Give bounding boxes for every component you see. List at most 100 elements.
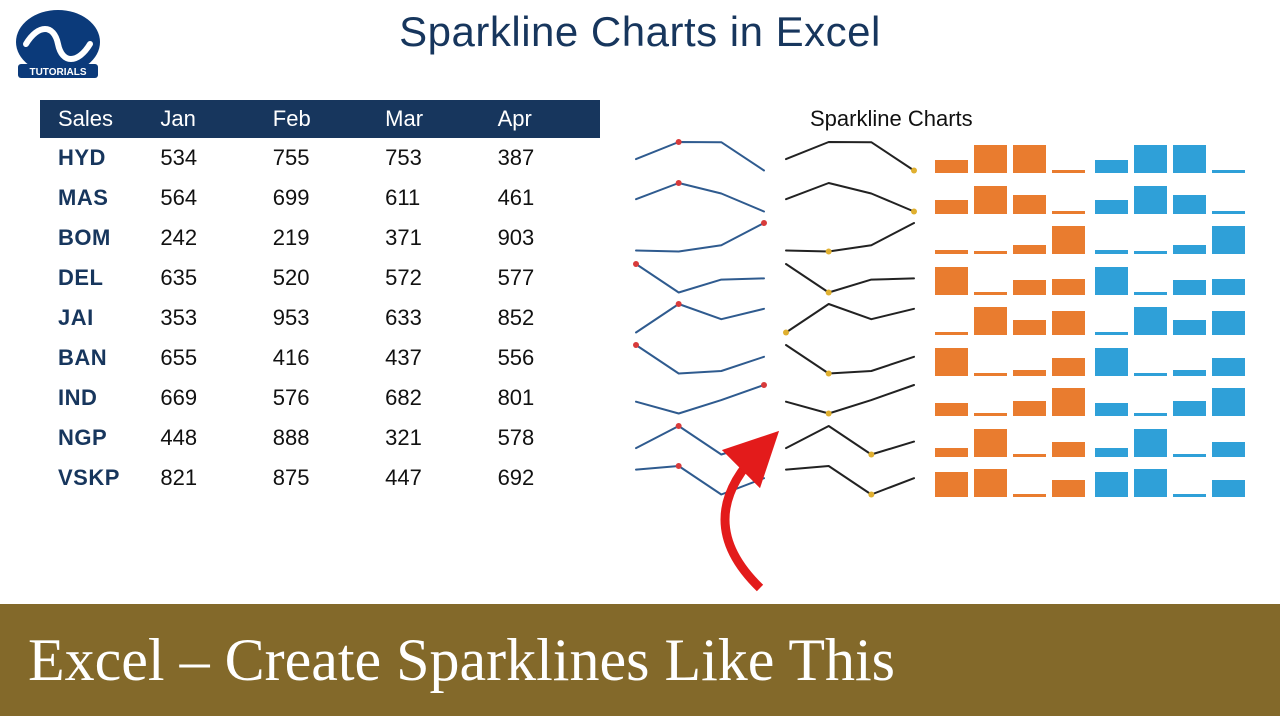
spark-bar [1134, 251, 1167, 254]
table-row: NGP448888321578 [40, 418, 600, 458]
spark-bar [1173, 280, 1206, 294]
sparkline-bars [1095, 179, 1245, 217]
sparkline-row [630, 422, 1245, 460]
sparkline-bars [935, 341, 1085, 379]
cell-value: 753 [375, 138, 487, 178]
spark-bar [1212, 388, 1245, 416]
spark-bar [1134, 145, 1167, 173]
cell-value: 953 [263, 298, 375, 338]
table-row: VSKP821875447692 [40, 458, 600, 498]
spark-bar [1212, 170, 1245, 173]
spark-bar [935, 348, 968, 376]
video-banner: Excel – Create Sparklines Like This [0, 600, 1280, 720]
sparkline-bars [935, 422, 1085, 460]
cell-value: 611 [375, 178, 487, 218]
spark-bar [974, 413, 1007, 416]
sparkline-bars [1095, 300, 1245, 338]
spark-bar [974, 469, 1007, 497]
spark-bar [1013, 401, 1046, 416]
sparkline-title: Sparkline Charts [810, 106, 973, 132]
sparkline-row [630, 462, 1245, 500]
spark-bar [1095, 332, 1128, 335]
sparkline-bars [935, 462, 1085, 500]
cell-value: 888 [263, 418, 375, 458]
spark-bar [1212, 211, 1245, 214]
cell-value: 447 [375, 458, 487, 498]
col-header: Apr [488, 100, 600, 138]
spark-bar [1212, 480, 1245, 497]
sparkline-row [630, 138, 1245, 176]
cell-value: 520 [263, 258, 375, 298]
spark-bar [1013, 494, 1046, 497]
sparkline-bars [1095, 138, 1245, 176]
sparkline-row [630, 341, 1245, 379]
spark-bar [1173, 370, 1206, 375]
table-row: BAN655416437556 [40, 338, 600, 378]
spark-bar [1052, 388, 1085, 416]
sparkline-bars [1095, 462, 1245, 500]
spark-bar [1052, 170, 1085, 173]
sparkline-line [780, 260, 920, 298]
spark-bar [935, 448, 968, 457]
spark-bar [935, 160, 968, 173]
spark-bar [974, 429, 1007, 457]
cell-value: 416 [263, 338, 375, 378]
spark-bar [1013, 454, 1046, 457]
spark-bar [1173, 320, 1206, 335]
spark-bar [1134, 186, 1167, 214]
row-label: HYD [40, 138, 150, 178]
spark-bar [1134, 413, 1167, 416]
spark-bar [1134, 292, 1167, 295]
spark-bar [1095, 267, 1128, 295]
sparkline-bars [935, 219, 1085, 257]
sparkline-bars [1095, 219, 1245, 257]
table-row: DEL635520572577 [40, 258, 600, 298]
spark-bar [1095, 472, 1128, 497]
spark-bar [935, 267, 968, 295]
sparkline-bars [1095, 381, 1245, 419]
cell-value: 534 [150, 138, 262, 178]
row-label: NGP [40, 418, 150, 458]
cell-value: 635 [150, 258, 262, 298]
spark-bar [1134, 307, 1167, 335]
row-label: IND [40, 378, 150, 418]
spark-bar [974, 373, 1007, 376]
cell-value: 821 [150, 458, 262, 498]
page-title: Sparkline Charts in Excel [0, 8, 1280, 56]
spark-bar [1052, 442, 1085, 456]
row-label: MAS [40, 178, 150, 218]
row-label: BOM [40, 218, 150, 258]
spark-bar [1052, 358, 1085, 376]
spark-bar [935, 332, 968, 335]
spark-bar [1212, 358, 1245, 376]
spark-bar [1095, 250, 1128, 254]
sparkline-line [780, 381, 920, 419]
cell-value: 461 [488, 178, 600, 218]
spark-bar [1013, 245, 1046, 254]
spark-bar [1173, 245, 1206, 254]
row-label: BAN [40, 338, 150, 378]
spark-bar [1134, 373, 1167, 376]
spark-bar [1212, 311, 1245, 335]
spark-bar [974, 186, 1007, 214]
logo-label: TUTORIALS [29, 67, 86, 78]
spark-bar [974, 307, 1007, 335]
banner-text: Excel – Create Sparklines Like This [28, 626, 895, 695]
cell-value: 699 [263, 178, 375, 218]
col-header: Feb [263, 100, 375, 138]
table-row: BOM242219371903 [40, 218, 600, 258]
cell-value: 755 [263, 138, 375, 178]
cell-value: 577 [488, 258, 600, 298]
table-row: HYD534755753387 [40, 138, 600, 178]
spark-bar [1173, 494, 1206, 497]
cell-value: 903 [488, 218, 600, 258]
cell-value: 564 [150, 178, 262, 218]
cell-value: 556 [488, 338, 600, 378]
cell-value: 448 [150, 418, 262, 458]
sales-table: SalesJanFebMarApr HYD534755753387MAS5646… [40, 100, 600, 498]
sparkline-line [630, 381, 770, 419]
sparkline-row [630, 179, 1245, 217]
cell-value: 437 [375, 338, 487, 378]
cell-value: 576 [263, 378, 375, 418]
spark-bar [1095, 448, 1128, 457]
